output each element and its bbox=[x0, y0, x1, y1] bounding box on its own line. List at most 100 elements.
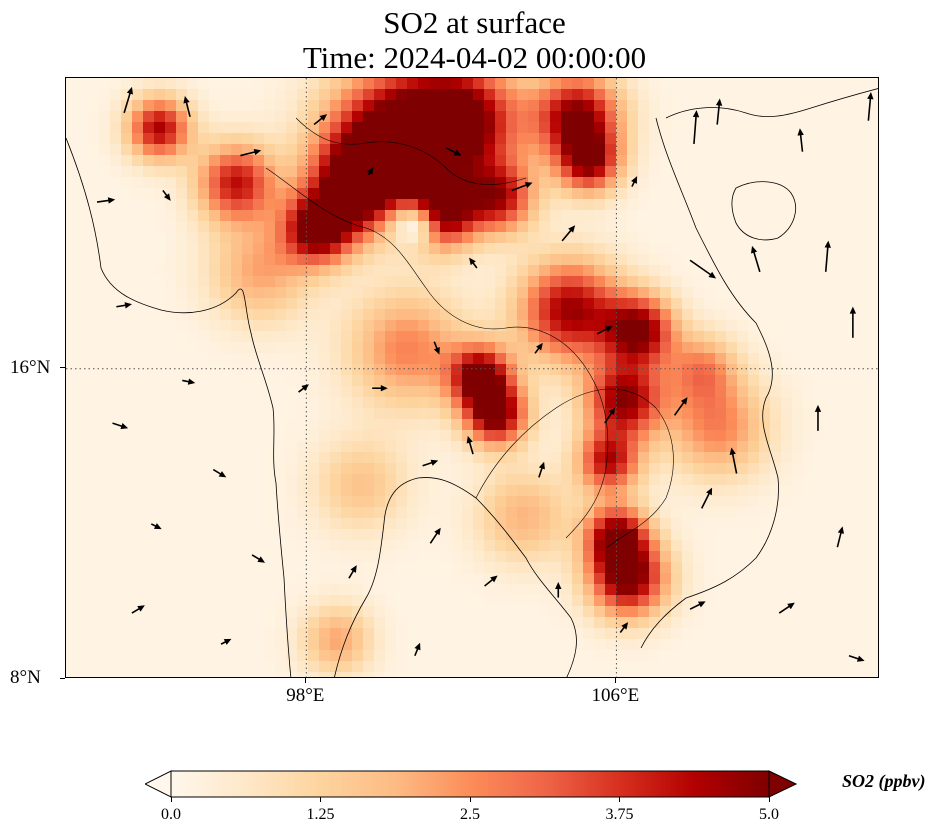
so2-cell bbox=[550, 100, 562, 112]
so2-cell bbox=[638, 529, 650, 541]
so2-cell bbox=[440, 452, 452, 464]
so2-cell bbox=[836, 441, 848, 453]
so2-cell bbox=[869, 111, 878, 123]
so2-cell bbox=[88, 672, 100, 677]
so2-cell bbox=[451, 342, 463, 354]
so2-cell bbox=[308, 89, 320, 101]
so2-cell bbox=[825, 540, 837, 552]
so2-cell bbox=[121, 342, 133, 354]
so2-cell bbox=[66, 463, 78, 475]
so2-cell bbox=[594, 232, 606, 244]
so2-cell bbox=[605, 100, 617, 112]
so2-cell bbox=[858, 254, 870, 266]
so2-cell bbox=[792, 408, 804, 420]
so2-cell bbox=[495, 672, 507, 677]
so2-cell bbox=[528, 474, 540, 486]
so2-cell bbox=[550, 243, 562, 255]
so2-cell bbox=[572, 606, 584, 618]
so2-cell bbox=[77, 254, 89, 266]
so2-cell bbox=[748, 496, 760, 508]
so2-cell bbox=[583, 595, 595, 607]
so2-cell bbox=[99, 617, 111, 629]
so2-cell bbox=[363, 650, 375, 662]
so2-cell bbox=[792, 375, 804, 387]
so2-cell bbox=[429, 518, 441, 530]
so2-cell bbox=[253, 551, 265, 563]
so2-cell bbox=[495, 320, 507, 332]
so2-cell bbox=[374, 298, 386, 310]
so2-cell bbox=[165, 232, 177, 244]
so2-cell bbox=[143, 507, 155, 519]
so2-cell bbox=[286, 562, 298, 574]
so2-cell bbox=[88, 650, 100, 662]
so2-cell bbox=[264, 386, 276, 398]
so2-cell bbox=[682, 573, 694, 585]
so2-cell bbox=[220, 100, 232, 112]
so2-cell bbox=[671, 573, 683, 585]
so2-cell bbox=[803, 573, 815, 585]
colorbar-tick-label: 1.25 bbox=[306, 806, 335, 823]
so2-cell bbox=[209, 320, 221, 332]
so2-cell bbox=[132, 573, 144, 585]
so2-cell bbox=[770, 144, 782, 156]
so2-cell bbox=[418, 133, 430, 145]
so2-cell bbox=[649, 210, 661, 222]
so2-cell bbox=[704, 386, 716, 398]
so2-cell bbox=[682, 177, 694, 189]
so2-cell bbox=[154, 430, 166, 442]
so2-cell bbox=[737, 232, 749, 244]
so2-cell bbox=[616, 452, 628, 464]
so2-cell bbox=[748, 419, 760, 431]
so2-cell bbox=[88, 551, 100, 563]
so2-cell bbox=[781, 221, 793, 233]
so2-cell bbox=[682, 298, 694, 310]
so2-cell bbox=[715, 485, 727, 497]
so2-cell bbox=[396, 309, 408, 321]
so2-cell bbox=[506, 342, 518, 354]
so2-cell bbox=[781, 155, 793, 167]
so2-cell bbox=[429, 650, 441, 662]
so2-cell bbox=[748, 540, 760, 552]
so2-cell bbox=[143, 584, 155, 596]
so2-cell bbox=[473, 177, 485, 189]
so2-cell bbox=[385, 375, 397, 387]
so2-cell bbox=[539, 309, 551, 321]
so2-cell bbox=[803, 353, 815, 365]
so2-cell bbox=[440, 221, 452, 233]
so2-cell bbox=[253, 199, 265, 211]
so2-cell bbox=[363, 485, 375, 497]
so2-cell bbox=[396, 661, 408, 673]
so2-cell bbox=[363, 210, 375, 222]
so2-cell bbox=[341, 78, 353, 90]
so2-cell bbox=[473, 529, 485, 541]
so2-cell bbox=[253, 122, 265, 134]
so2-cell bbox=[671, 298, 683, 310]
so2-cell bbox=[363, 309, 375, 321]
so2-cell bbox=[220, 408, 232, 420]
so2-cell bbox=[429, 144, 441, 156]
so2-cell bbox=[770, 375, 782, 387]
so2-cell bbox=[253, 386, 265, 398]
so2-cell bbox=[121, 199, 133, 211]
so2-cell bbox=[671, 496, 683, 508]
so2-cell bbox=[275, 342, 287, 354]
so2-cell bbox=[627, 529, 639, 541]
so2-cell bbox=[440, 133, 452, 145]
so2-cell bbox=[99, 474, 111, 486]
so2-cell bbox=[550, 617, 562, 629]
so2-cell bbox=[792, 573, 804, 585]
so2-cell bbox=[473, 78, 485, 90]
so2-cell bbox=[220, 661, 232, 673]
so2-cell bbox=[242, 386, 254, 398]
so2-cell bbox=[429, 320, 441, 332]
so2-cell bbox=[77, 298, 89, 310]
so2-cell bbox=[528, 100, 540, 112]
so2-cell bbox=[847, 144, 859, 156]
so2-cell bbox=[583, 540, 595, 552]
so2-cell bbox=[154, 628, 166, 640]
wind-arrow bbox=[112, 422, 129, 430]
so2-cell bbox=[792, 672, 804, 677]
so2-cell bbox=[308, 375, 320, 387]
so2-cell bbox=[814, 661, 826, 673]
so2-cell bbox=[825, 254, 837, 266]
